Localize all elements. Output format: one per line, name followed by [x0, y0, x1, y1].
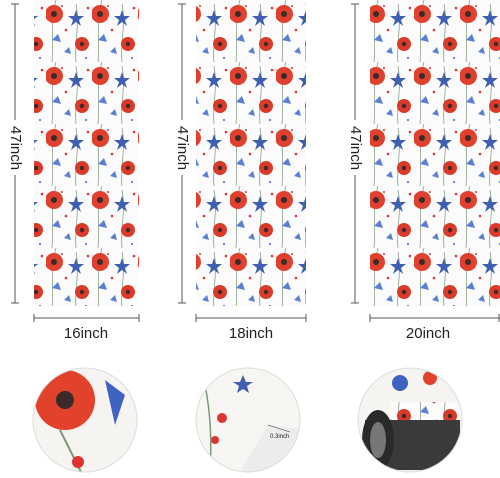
closeup-pattern	[33, 368, 137, 472]
closeup-border	[357, 367, 463, 473]
closeup-backing	[358, 368, 462, 472]
thickness-label: 0.3inch	[270, 434, 289, 440]
height-dimension: 47inch	[346, 3, 364, 304]
width-label: 20inch	[406, 325, 450, 342]
height-dimension: 47inch	[173, 3, 191, 304]
closeup-border	[32, 367, 138, 473]
mat-20	[370, 0, 500, 306]
width-dimension: 20inch	[369, 314, 500, 342]
height-label: 47inch	[7, 126, 24, 170]
mat-18	[196, 0, 306, 306]
height-label: 47inch	[174, 126, 191, 170]
width-dimension: 18inch	[195, 314, 307, 342]
width-label: 16inch	[64, 325, 108, 342]
height-dimension: 47inch	[6, 3, 24, 304]
width-dimension: 16inch	[33, 314, 140, 342]
mat-16	[34, 0, 139, 306]
closeup-thickness: 0.3inch	[196, 368, 300, 472]
height-label: 47inch	[347, 126, 364, 170]
width-label: 18inch	[229, 325, 273, 342]
closeup-border	[195, 367, 301, 473]
